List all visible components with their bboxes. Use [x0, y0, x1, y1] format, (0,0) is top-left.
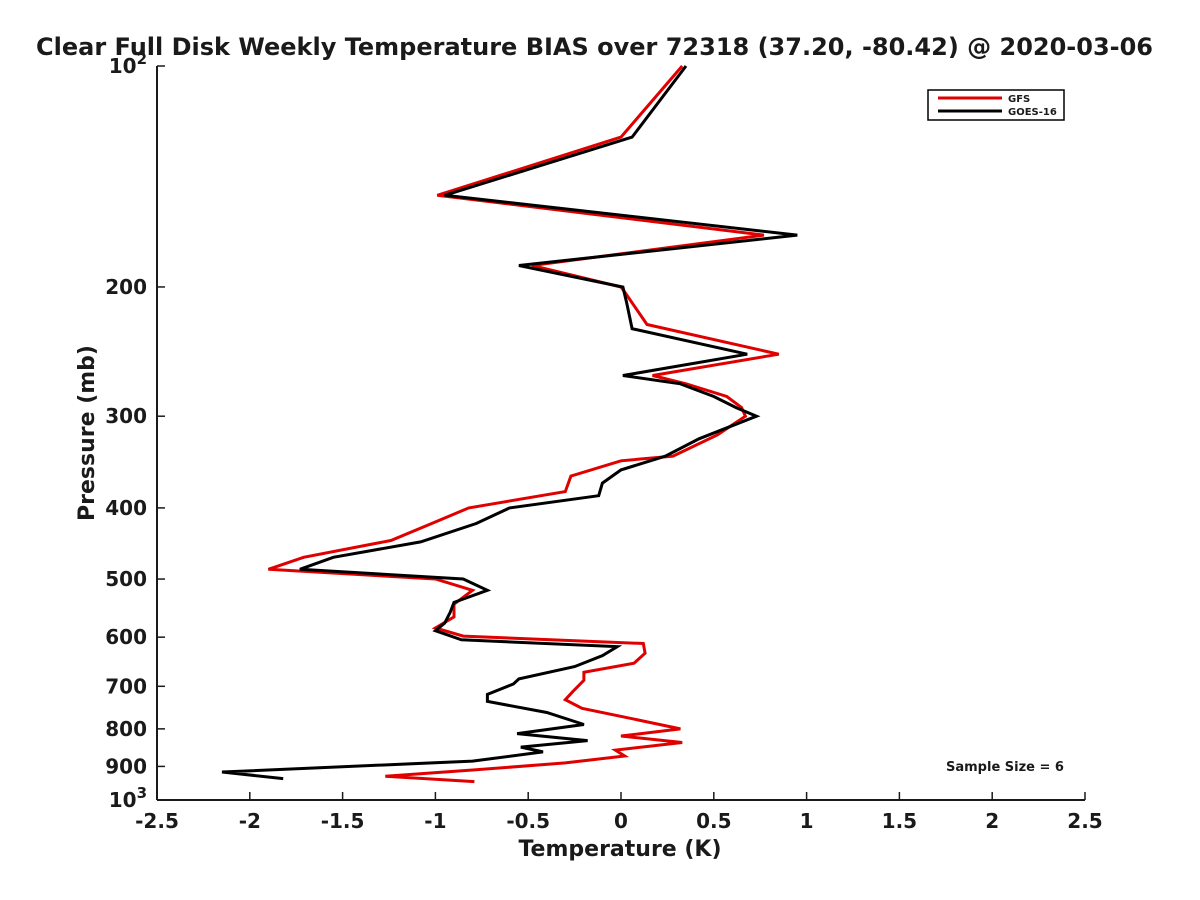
sample-size-annotation: Sample Size = 6 [946, 760, 1064, 775]
x-tick-label: -2 [239, 809, 261, 833]
x-tick-label: 2 [985, 809, 999, 833]
x-tick-label: -1.5 [321, 809, 365, 833]
y-tick-label: 600 [105, 625, 147, 649]
y-tick-label: 103 [109, 784, 147, 812]
x-tick-label: -1 [424, 809, 446, 833]
y-tick-label: 700 [105, 674, 147, 698]
x-tick-labels: -2.5 -2 -1.5 -1 -0.5 0 0.5 1 1.5 2 2.5 [135, 809, 1103, 833]
y-tick-label: 102 [109, 50, 147, 78]
x-tick-label: 2.5 [1067, 809, 1102, 833]
data-series [221, 65, 798, 784]
y-tick-labels: 102 200 300 400 500 600 700 800 900 103 [105, 50, 147, 812]
series-line-gfs [267, 65, 780, 784]
y-tick-label: 300 [105, 404, 147, 428]
chart-title: Clear Full Disk Weekly Temperature BIAS … [36, 33, 1153, 61]
plot-axes [156, 65, 1086, 801]
x-axis-label: Temperature (K) [518, 837, 721, 862]
x-tick-label: 1.5 [882, 809, 917, 833]
y-tick-label: 500 [105, 567, 147, 591]
x-tick-label: 0.5 [696, 809, 731, 833]
x-tick-label: -2.5 [135, 809, 179, 833]
legend: GFS GOES-16 [927, 89, 1065, 121]
y-tick-label: 400 [105, 496, 147, 520]
series-line-goes16 [221, 65, 798, 781]
y-tick-label: 900 [105, 754, 147, 778]
x-tick-label: -0.5 [506, 809, 550, 833]
y-tick-label: 800 [105, 717, 147, 741]
legend-label-gfs: GFS [1008, 94, 1030, 105]
legend-label-goes16: GOES-16 [1008, 107, 1057, 118]
y-tick-label: 200 [105, 275, 147, 299]
y-axis-label: Pressure (mb) [75, 345, 100, 521]
x-tick-label: 1 [800, 809, 814, 833]
x-tick-label: 0 [614, 809, 628, 833]
legend-box [927, 89, 1065, 121]
